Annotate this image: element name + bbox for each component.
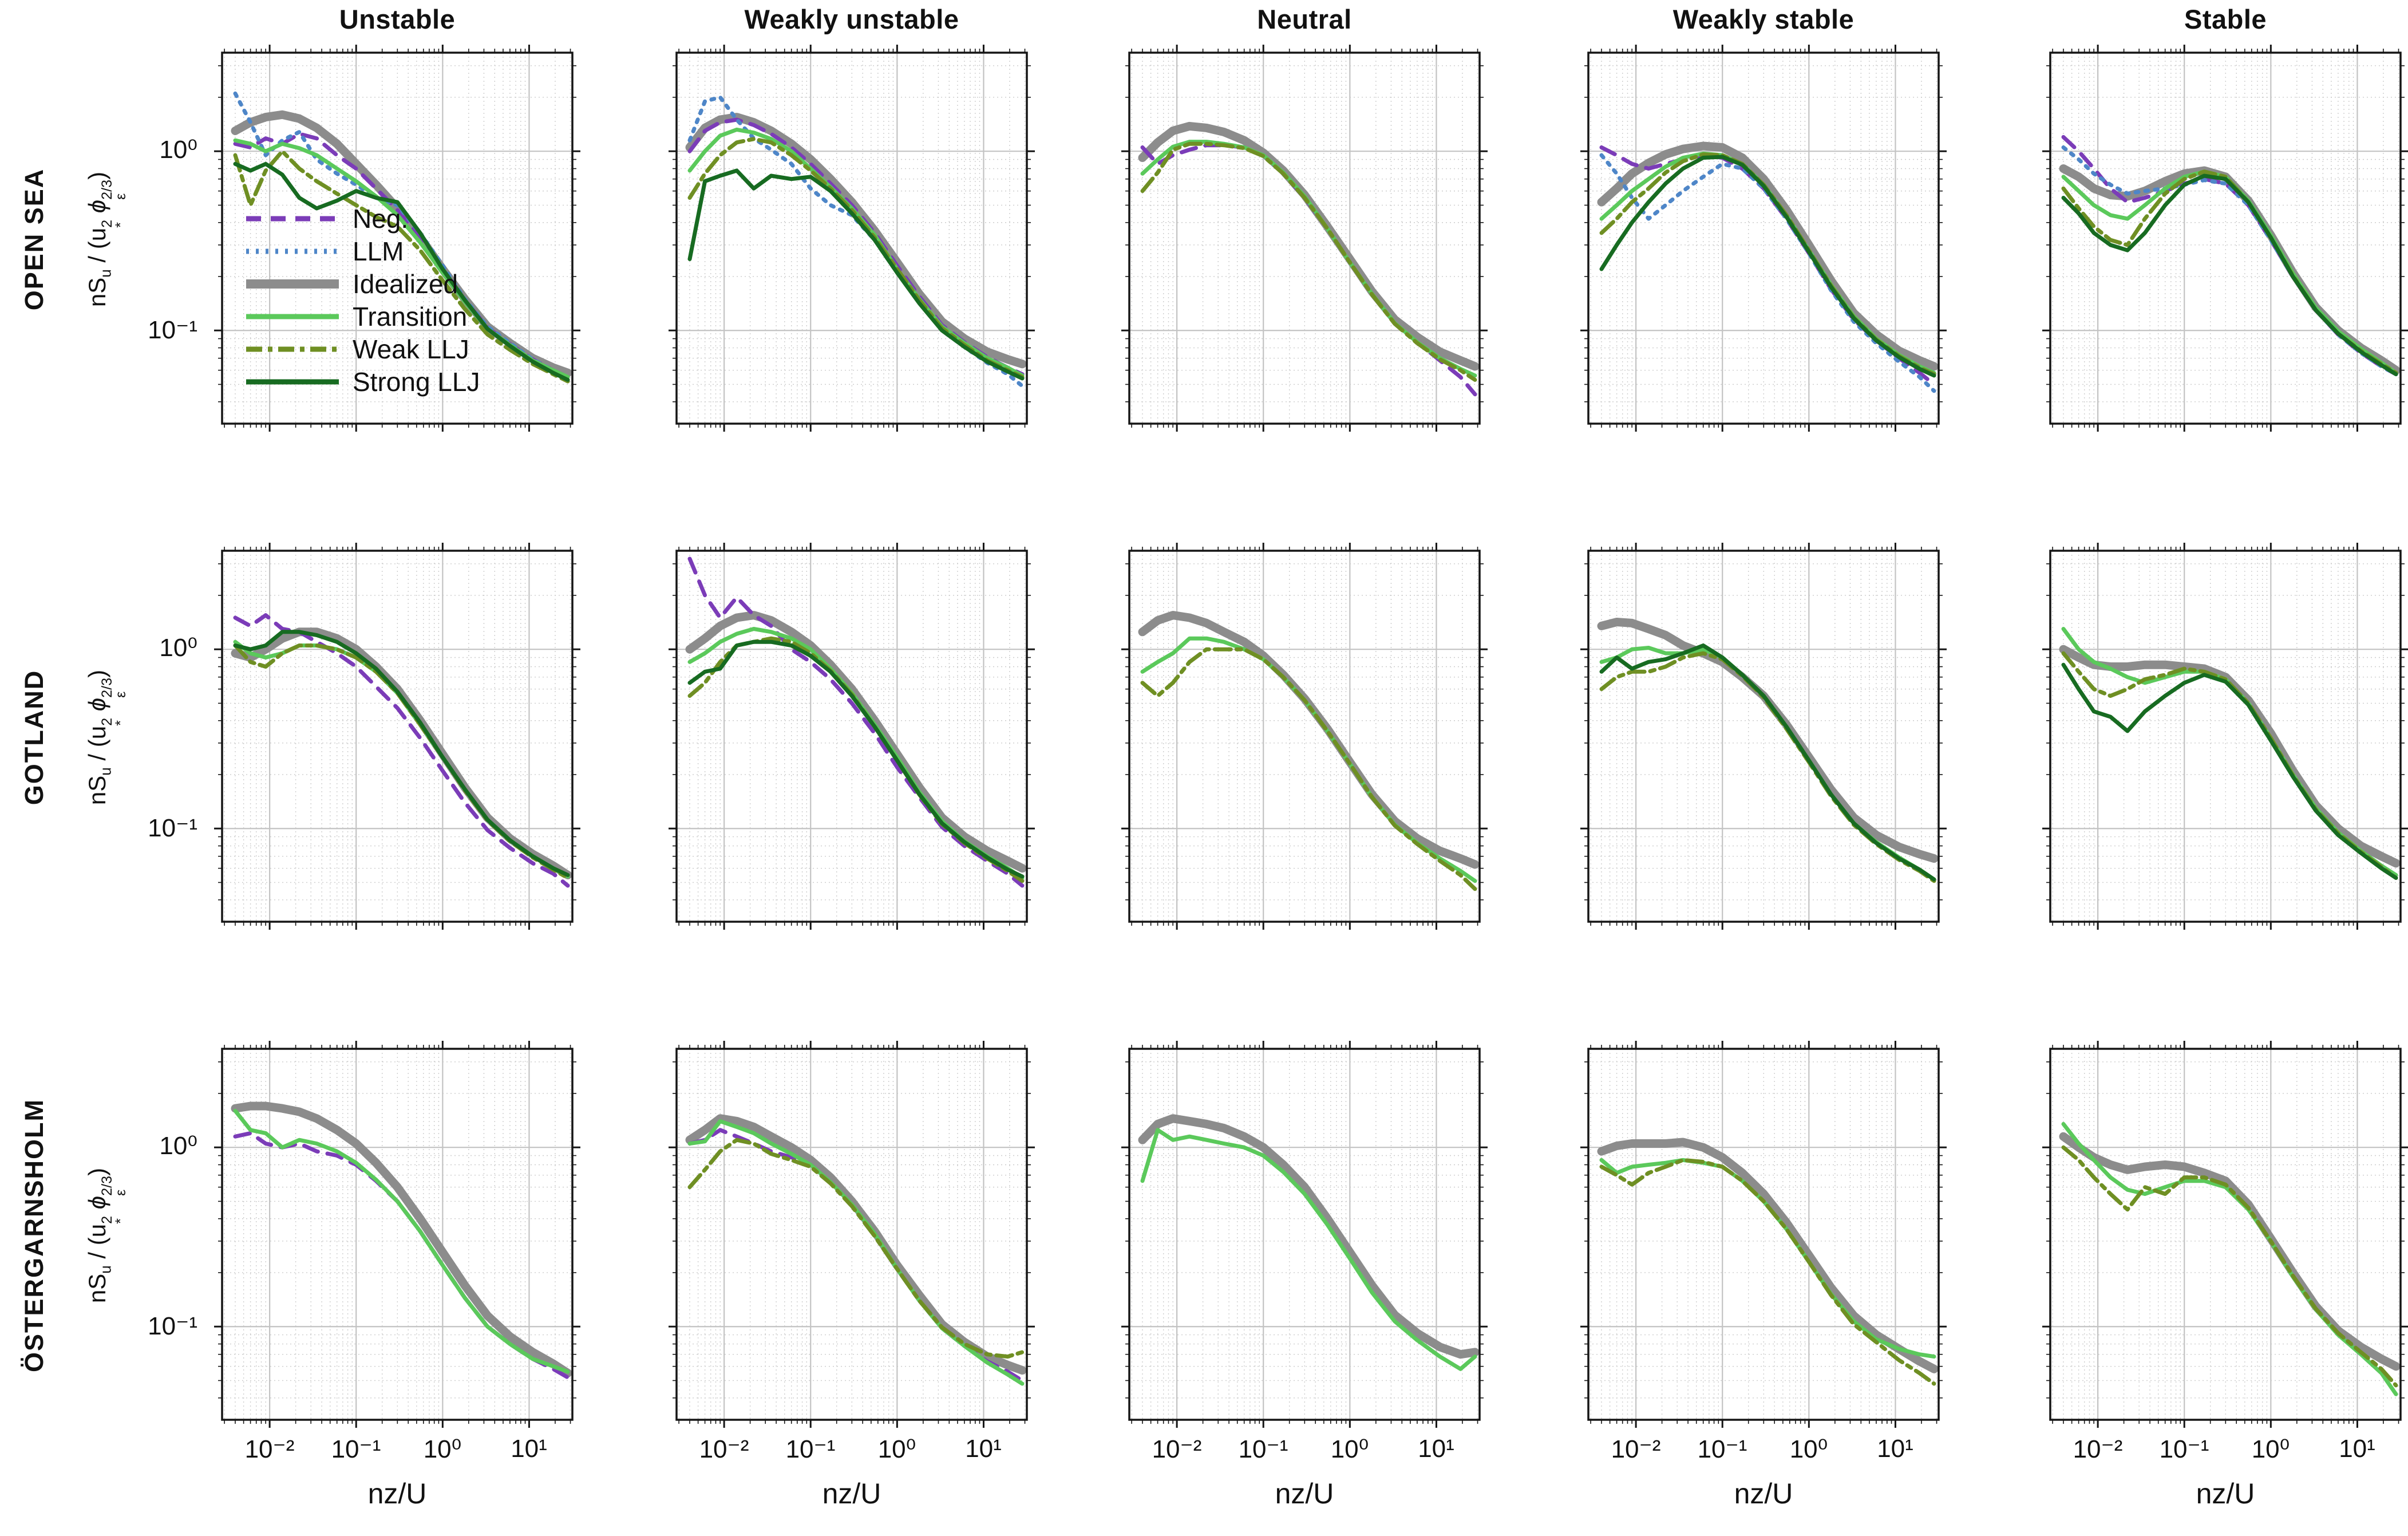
- y-tick-1e0: 10⁰: [159, 136, 197, 164]
- x-tick: 10⁻¹: [1238, 1435, 1288, 1463]
- plot-ostergarnsholm-weakly-stable: [1578, 1039, 1949, 1430]
- x-tick: 10⁻¹: [2159, 1435, 2209, 1463]
- legend-item-idealized: Idealized: [244, 269, 480, 299]
- x-tick: 10⁻²: [1152, 1435, 1202, 1463]
- llm-line-sample-icon: [246, 248, 339, 254]
- legend-item-transition: Transition: [244, 302, 480, 331]
- legend-item-weak-llj: Weak LLJ: [244, 334, 480, 364]
- plot-open-sea-weakly-unstable: [666, 42, 1037, 434]
- neg-line-sample-icon: [246, 216, 339, 222]
- column-title-weakly-unstable: Weakly unstable: [744, 4, 959, 34]
- legend-item-llm: LLM: [244, 236, 480, 266]
- row-label-gotland: GOTLAND: [19, 669, 49, 805]
- y-tick-1e0: 10⁰: [159, 634, 197, 662]
- x-tick: 10⁰: [2251, 1435, 2290, 1463]
- x-tick: 10⁰: [1789, 1435, 1828, 1463]
- y-tick-1e-1: 10⁻¹: [148, 1312, 197, 1340]
- x-axis-label: nz/U: [367, 1478, 427, 1510]
- column-title-unstable: Unstable: [339, 4, 456, 34]
- plot-ostergarnsholm-unstable: [212, 1039, 583, 1430]
- legend-item-neg: Neg.: [244, 204, 480, 234]
- y-axis-label: nSu / (u 2 * ϕ 2/3 ε): [83, 669, 129, 805]
- plot-gotland-weakly-stable: [1578, 540, 1949, 932]
- plot-ostergarnsholm-stable: [2040, 1039, 2408, 1430]
- strong-llj-line-sample-icon: [246, 379, 339, 385]
- row-label-open-sea: OPEN SEA: [19, 168, 49, 311]
- column-title-weakly-stable: Weakly stable: [1672, 4, 1855, 34]
- x-tick: 10⁰: [877, 1435, 916, 1463]
- x-tick: 10⁻¹: [331, 1435, 381, 1463]
- plot-gotland-unstable: [212, 540, 583, 932]
- plot-ostergarnsholm-neutral: [1119, 1039, 1490, 1430]
- idealized-line-sample-icon: [246, 279, 339, 289]
- x-tick: 10⁻²: [1611, 1435, 1661, 1463]
- x-tick: 10⁰: [423, 1435, 462, 1463]
- x-tick: 10¹: [965, 1435, 1002, 1463]
- plot-open-sea-neutral: [1119, 42, 1490, 434]
- transition-line-sample-icon: [246, 314, 339, 319]
- x-axis-label: nz/U: [1734, 1478, 1793, 1510]
- x-tick: 10⁻²: [244, 1435, 295, 1463]
- y-tick-1e-1: 10⁻¹: [148, 316, 197, 344]
- plot-open-sea-stable: [2040, 42, 2408, 434]
- x-tick: 10⁻¹: [1697, 1435, 1747, 1463]
- x-tick: 10¹: [2339, 1435, 2375, 1463]
- plot-open-sea-unstable: Neg. LLM Idealized Transition Weak LLJ S…: [212, 42, 583, 434]
- x-tick: 10⁻²: [2073, 1435, 2123, 1463]
- column-title-stable: Stable: [2184, 4, 2267, 34]
- column-title-neutral: Neutral: [1257, 4, 1352, 34]
- y-tick-1e-1: 10⁻¹: [148, 814, 197, 842]
- x-axis-label: nz/U: [2196, 1478, 2255, 1510]
- x-tick: 10¹: [1877, 1435, 1913, 1463]
- plot-gotland-weakly-unstable: [666, 540, 1037, 932]
- x-tick: 10⁻²: [699, 1435, 749, 1463]
- plot-gotland-stable: [2040, 540, 2408, 932]
- y-tick-1e0: 10⁰: [159, 1132, 197, 1160]
- plot-open-sea-weakly-stable: [1578, 42, 1949, 434]
- plot-ostergarnsholm-weakly-unstable: [666, 1039, 1037, 1430]
- x-axis-label: nz/U: [822, 1478, 881, 1510]
- x-tick: 10¹: [511, 1435, 547, 1463]
- y-axis-label: nSu / (u 2 * ϕ 2/3 ε): [83, 171, 129, 307]
- x-axis-label: nz/U: [1275, 1478, 1334, 1510]
- y-axis-label: nSu / (u 2 * ϕ 2/3 ε): [83, 1167, 129, 1304]
- legend-item-strong-llj: Strong LLJ: [244, 367, 480, 397]
- weak-llj-line-sample-icon: [246, 346, 339, 352]
- plot-gotland-neutral: [1119, 540, 1490, 932]
- row-label-ostergarnsholm: ÖSTERGARNSHOLM: [19, 1099, 49, 1372]
- x-tick: 10¹: [1418, 1435, 1454, 1463]
- x-tick: 10⁰: [1330, 1435, 1369, 1463]
- legend: Neg. LLM Idealized Transition Weak LLJ S…: [244, 204, 480, 397]
- x-tick: 10⁻¹: [785, 1435, 836, 1463]
